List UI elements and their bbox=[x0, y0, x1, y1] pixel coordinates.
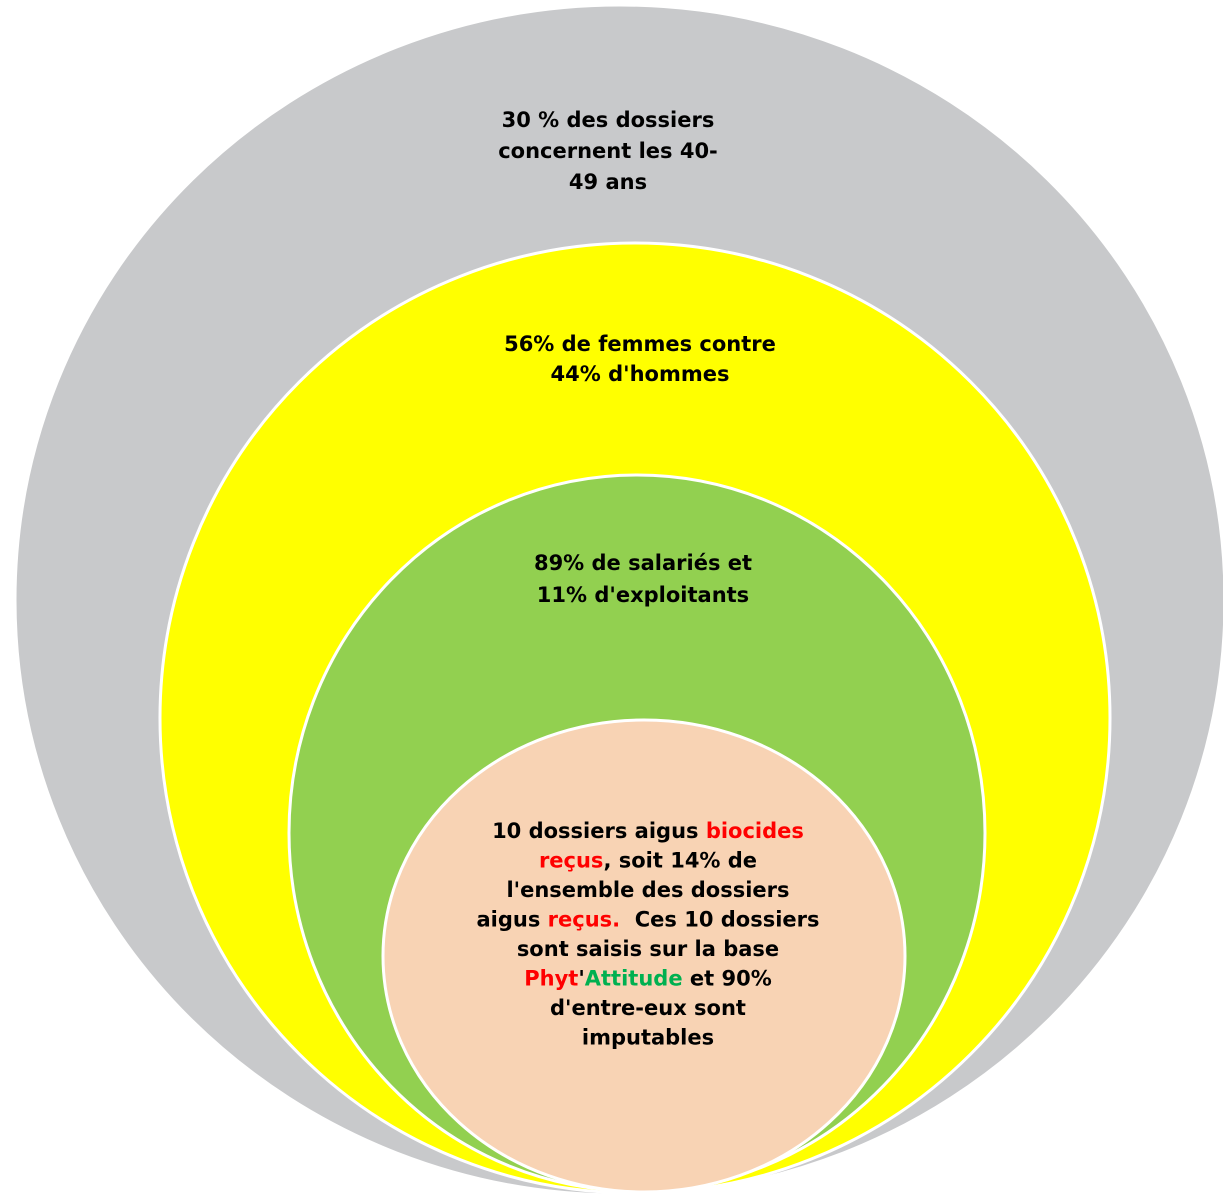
layer-label: concernent les 40- bbox=[498, 139, 718, 163]
layer-label: 49 ans bbox=[569, 170, 647, 194]
layer-label: 56% de femmes contre bbox=[504, 332, 776, 356]
label-run: ' bbox=[578, 967, 584, 991]
layer-label: 44% d'hommes bbox=[551, 362, 730, 386]
circle-layer bbox=[381, 718, 907, 1194]
label-run: reçus bbox=[539, 849, 604, 873]
label-run: aigus bbox=[476, 908, 547, 932]
layer-label: sont saisis sur la base bbox=[517, 937, 779, 961]
label-run: biocides bbox=[706, 819, 804, 843]
layer-label: 30 % des dossiers bbox=[502, 108, 715, 132]
layer-label: aigus reçus. Ces 10 dossiers bbox=[476, 908, 819, 932]
layer-label: reçus, soit 14% de bbox=[539, 849, 757, 873]
label-run: d'entre-eux sont bbox=[550, 996, 746, 1020]
layer-label: 89% de salariés et bbox=[534, 551, 752, 575]
layer-label: d'entre-eux sont bbox=[550, 996, 746, 1020]
layer-label: l'ensemble des dossiers bbox=[506, 878, 789, 902]
label-run: 10 dossiers aigus bbox=[492, 819, 706, 843]
label-run: reçus. bbox=[548, 908, 620, 932]
label-run: l'ensemble des dossiers bbox=[506, 878, 789, 902]
label-run: , soit 14% de bbox=[603, 849, 757, 873]
label-run: Attitude bbox=[585, 967, 683, 991]
label-run: imputables bbox=[582, 1026, 714, 1050]
layer-label: Phyt'Attitude et 90% bbox=[524, 967, 771, 991]
label-run: Ces 10 dossiers bbox=[620, 908, 819, 932]
layer-label: 10 dossiers aigus biocides bbox=[492, 819, 804, 843]
layer-label: imputables bbox=[582, 1026, 714, 1050]
label-run: sont saisis sur la base bbox=[517, 937, 779, 961]
layer-label: 11% d'exploitants bbox=[537, 583, 749, 607]
label-run: et 90% bbox=[683, 967, 772, 991]
label-run: Phyt bbox=[524, 967, 578, 991]
